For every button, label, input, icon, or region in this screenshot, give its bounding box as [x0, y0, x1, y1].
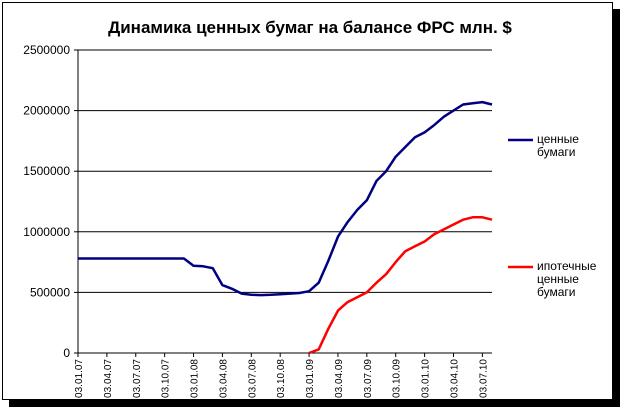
y-tick-label: 1500000	[23, 164, 70, 178]
x-tick-label: 03.07.07	[132, 359, 143, 398]
x-tick-label: 03.07.09	[363, 359, 374, 398]
x-tick-label: 03.07.10	[478, 359, 489, 398]
y-tick-label: 1000000	[23, 225, 70, 239]
series-line	[78, 100, 493, 297]
x-tick-label: 03.01.08	[190, 359, 201, 398]
y-tick-label: 500000	[30, 285, 70, 299]
legend-label: ипотечные ценные бумаги	[537, 259, 597, 299]
x-tick-label: 03.07.08	[247, 359, 258, 398]
series-line	[308, 216, 493, 355]
y-tick-label: 2000000	[23, 104, 70, 118]
x-tick-label: 03.01.09	[305, 359, 316, 398]
x-tick-label: 03.04.10	[449, 359, 460, 398]
chart-frame	[2, 2, 613, 400]
chart-title: Динамика ценных бумаг на балансе ФРС млн…	[108, 18, 512, 37]
y-tick-label: 0	[63, 346, 70, 360]
x-tick-label: 03.10.08	[276, 359, 287, 398]
x-tick-label: 03.10.09	[392, 359, 403, 398]
x-tick-label: 03.10.07	[161, 359, 172, 398]
y-tick-label: 2500000	[23, 43, 70, 57]
legend-label: ценные бумаги	[537, 132, 579, 159]
x-tick-label: 03.01.10	[421, 359, 432, 398]
x-tick-label: 03.01.07	[74, 359, 85, 398]
x-tick-label: 03.04.07	[103, 359, 114, 398]
x-tick-label: 03.04.09	[334, 359, 345, 398]
x-tick-label: 03.04.08	[218, 359, 229, 398]
